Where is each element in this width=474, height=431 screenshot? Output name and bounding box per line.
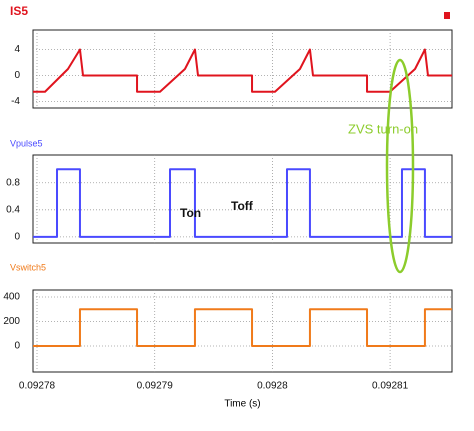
plot-frame xyxy=(32,154,453,244)
x-tick-label: 0.09281 xyxy=(372,381,409,392)
annotation: ZVS turn-on xyxy=(348,121,418,136)
y-tick-label: 4 xyxy=(14,44,20,55)
y-tick-label: 400 xyxy=(3,292,20,303)
annotation: Toff xyxy=(231,199,254,213)
signal-line xyxy=(33,308,452,348)
panel-title: Vpulse5 xyxy=(10,138,43,148)
y-tick-label: 0.4 xyxy=(6,204,20,215)
y-tick-label: 200 xyxy=(3,316,20,327)
signal-line xyxy=(33,168,452,238)
panel-title: Vswitch5 xyxy=(10,262,46,272)
annotation: Ton xyxy=(180,206,201,220)
y-tick-label: 0 xyxy=(14,70,20,81)
x-tick-label: 0.09279 xyxy=(137,381,174,392)
x-tick-label: 0.0928 xyxy=(257,381,288,392)
plot-frame xyxy=(32,29,453,109)
plot-frame xyxy=(32,289,453,373)
x-tick-label: 0.09278 xyxy=(19,381,56,392)
signal-line xyxy=(33,48,452,93)
y-tick-label: 0 xyxy=(14,232,20,243)
x-axis-label: Time (s) xyxy=(224,399,260,410)
panel-title: IS5 xyxy=(10,4,28,18)
y-tick-label: 0.8 xyxy=(6,177,20,188)
marker-icon xyxy=(444,12,450,19)
y-tick-label: 0 xyxy=(14,341,20,352)
highlight-ellipse xyxy=(385,58,415,274)
y-tick-label: -4 xyxy=(11,96,20,107)
